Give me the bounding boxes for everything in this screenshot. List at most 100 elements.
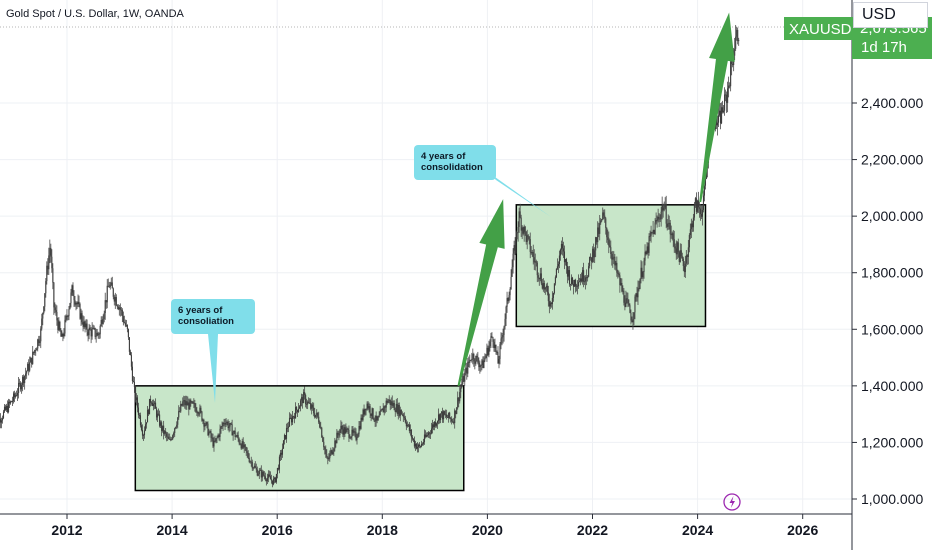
candle-body [514,245,516,251]
candle-body [381,408,383,411]
candle-body [615,262,617,266]
candle-body [502,335,504,338]
candle-body [198,413,200,415]
candle-body [722,107,724,113]
candle-body [287,426,290,428]
candle-body [675,248,677,255]
candle-body [169,439,171,440]
symbol-tag[interactable]: XAUUSD [784,17,852,40]
candle-body [586,277,588,279]
candle-body [4,406,7,410]
candle-body [544,287,546,290]
candle-body [507,298,509,301]
candle-body [606,227,608,238]
candle-body [357,434,359,438]
candle-body [489,341,491,347]
candle-body [683,265,685,273]
candle-body [349,437,351,439]
candle-body [695,198,697,212]
candle-body [561,244,564,249]
candle-body [334,440,336,449]
candle-body [136,397,138,408]
candle-body [129,351,131,356]
candle-body [89,327,91,330]
alert-icon[interactable] [723,493,741,511]
candle-body [266,477,268,482]
candle-body [336,432,338,444]
candle-body [242,441,244,448]
candle-body [215,438,217,442]
candle-body [588,266,590,277]
candle-body [572,283,575,287]
candle-body [115,297,117,306]
candle-body [345,428,347,434]
candle-body [117,306,119,310]
candle-body [70,292,72,304]
candle-body [340,425,342,430]
candle-body [193,403,195,404]
candle-body [584,281,586,283]
candle-body [633,312,635,319]
candle-body [380,410,382,412]
candle-body [327,457,329,460]
candle-body [477,357,479,363]
candle-body [676,242,678,255]
candle-body [531,252,533,254]
candle-body [487,347,489,355]
candle-body [684,263,686,273]
candle-body [342,429,344,435]
candle-body [51,256,53,269]
candle-body [222,422,224,427]
candle-body [688,235,690,248]
candle-body [424,434,427,437]
candle-body [646,246,648,255]
candle-body [163,425,165,434]
callout-box [171,299,255,334]
candle-body [590,256,592,258]
candle-body [737,29,739,42]
currency-button[interactable]: USD [853,2,928,28]
candle-body [57,320,59,330]
candle-body [78,301,80,305]
candle-body [654,222,656,235]
candle-body [80,313,82,319]
candle-body [314,413,316,418]
candle-body [38,339,40,343]
candle-body [265,479,267,482]
candle-body [359,425,361,429]
candle-body [155,402,157,409]
x-tick-label: 2024 [682,522,713,538]
consolidation-zones [134,204,707,492]
candle-body [580,278,582,282]
candle-body [442,411,444,420]
candle-body [177,417,179,425]
candle-body [578,282,580,287]
candle-body [389,399,391,406]
candle-body [664,203,666,208]
candle-body [693,203,695,218]
candle-body [491,336,493,338]
candle-body [159,414,161,426]
candle-body [619,275,621,286]
candle-body [692,217,694,228]
candle-body [682,258,684,266]
candle-body [98,334,100,336]
candle-body [582,270,584,282]
candle-body [363,409,365,415]
candle-body [1,418,4,421]
candle-body [311,404,313,409]
candle-body [483,360,485,368]
candle-body [524,226,526,232]
candle-body [391,401,393,406]
symbol-tag-label: XAUUSD [789,21,852,38]
candle-body [529,239,531,252]
candle-body [86,323,88,333]
candle-body [548,301,550,307]
candle-body [180,404,182,412]
candle-body [559,249,561,256]
candle-body [647,246,649,253]
y-tick-label: 1,800.000 [861,265,923,281]
